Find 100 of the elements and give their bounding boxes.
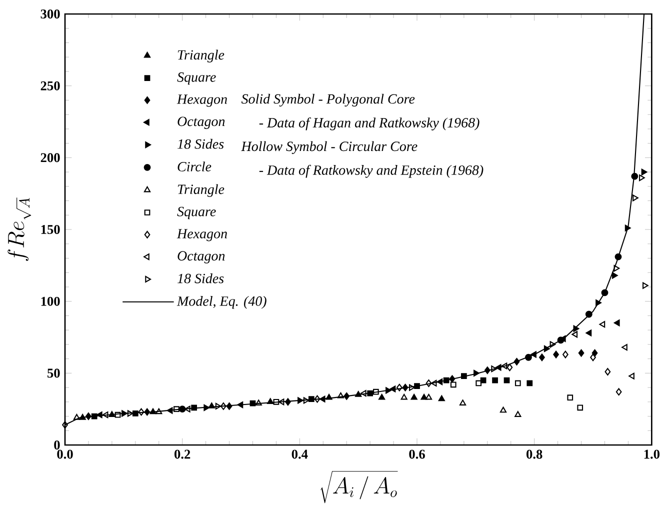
- point: [132, 410, 138, 416]
- point: [303, 397, 310, 404]
- point: [585, 310, 592, 318]
- point: [641, 168, 648, 176]
- point: [62, 421, 68, 429]
- point: [79, 414, 86, 420]
- x-tick-label: 0.6: [409, 450, 425, 459]
- point: [278, 398, 284, 406]
- point: [599, 321, 606, 328]
- annotation: Solid Symbol - Polygonal Core: [241, 94, 415, 107]
- point: [166, 407, 173, 414]
- point: [614, 320, 620, 326]
- annotation: Hollow Symbol - Circular Core: [241, 141, 418, 154]
- legend-label: Square: [177, 72, 216, 85]
- point: [592, 349, 598, 357]
- point: [506, 364, 513, 372]
- point: [267, 398, 274, 404]
- point: [474, 370, 480, 376]
- legend-label: 18 Sides: [178, 273, 224, 284]
- point: [138, 408, 144, 416]
- point: [273, 398, 280, 405]
- point: [530, 351, 536, 358]
- point: [572, 331, 578, 338]
- point: [557, 336, 564, 344]
- point: [553, 350, 559, 358]
- point: [436, 378, 443, 386]
- point: [632, 194, 638, 202]
- x-axis-title: $\sqrt{A_i\,/\,A_o}$: [320, 471, 398, 504]
- point: [402, 384, 408, 392]
- point: [539, 354, 545, 362]
- point: [614, 253, 622, 260]
- point: [550, 341, 556, 348]
- x-tick-label: 0.4: [292, 450, 308, 459]
- point: [414, 383, 420, 390]
- legend-label: Hexagon: [176, 94, 227, 107]
- point: [443, 377, 450, 384]
- legend-label: Octagon: [178, 251, 225, 264]
- point: [562, 350, 568, 358]
- x-tick-label: 0.2: [174, 450, 190, 459]
- legend-label: Octagon: [178, 116, 225, 129]
- point: [544, 345, 550, 352]
- point: [480, 377, 486, 384]
- point: [500, 406, 507, 413]
- point: [514, 411, 522, 417]
- point: [601, 289, 608, 296]
- point: [96, 412, 102, 418]
- point: [409, 384, 415, 391]
- point: [215, 402, 222, 410]
- y-tick-label: 0: [54, 440, 60, 450]
- point: [614, 264, 620, 272]
- point: [127, 410, 134, 417]
- legend-label: Triangle: [178, 184, 224, 197]
- point: [367, 390, 374, 396]
- point: [250, 400, 256, 406]
- point: [102, 412, 108, 418]
- point: [450, 382, 456, 388]
- x-tick-label: 0.8: [526, 450, 542, 459]
- y-axis-title: $fRe_{\sqrt{A}}$: [8, 198, 32, 261]
- legend-label: 18 Sides: [178, 138, 224, 149]
- point: [86, 412, 92, 420]
- point: [114, 412, 121, 418]
- point: [449, 375, 456, 383]
- point: [514, 358, 520, 366]
- point: [578, 349, 584, 357]
- point: [631, 172, 638, 180]
- point: [616, 388, 622, 396]
- point: [360, 390, 366, 397]
- point: [459, 400, 466, 406]
- point: [308, 396, 314, 402]
- y-tick-label: 300: [40, 9, 60, 18]
- point: [144, 408, 150, 416]
- point: [567, 394, 574, 401]
- point: [378, 394, 386, 400]
- legend-label: Square: [177, 206, 216, 220]
- legend-label: Circle: [178, 162, 212, 172]
- point: [425, 394, 432, 400]
- x-tick-label: 0.0: [57, 450, 73, 459]
- point: [314, 395, 320, 403]
- point: [237, 401, 244, 408]
- point: [495, 364, 502, 371]
- point: [73, 414, 80, 420]
- legend-label: Model, Eq. (40): [176, 296, 266, 309]
- point: [355, 390, 362, 397]
- point: [390, 386, 396, 392]
- point: [484, 366, 490, 374]
- y-tick-label: 200: [40, 153, 60, 162]
- point: [319, 396, 326, 402]
- point: [337, 392, 344, 398]
- point: [208, 402, 215, 408]
- point: [285, 398, 291, 406]
- point: [344, 392, 350, 400]
- point: [226, 402, 232, 410]
- point: [386, 387, 392, 394]
- point: [628, 372, 634, 380]
- point: [577, 404, 584, 411]
- y-tick-label: 50: [48, 368, 60, 378]
- point: [373, 388, 379, 395]
- point: [204, 404, 210, 411]
- point: [573, 325, 580, 332]
- point: [178, 406, 186, 413]
